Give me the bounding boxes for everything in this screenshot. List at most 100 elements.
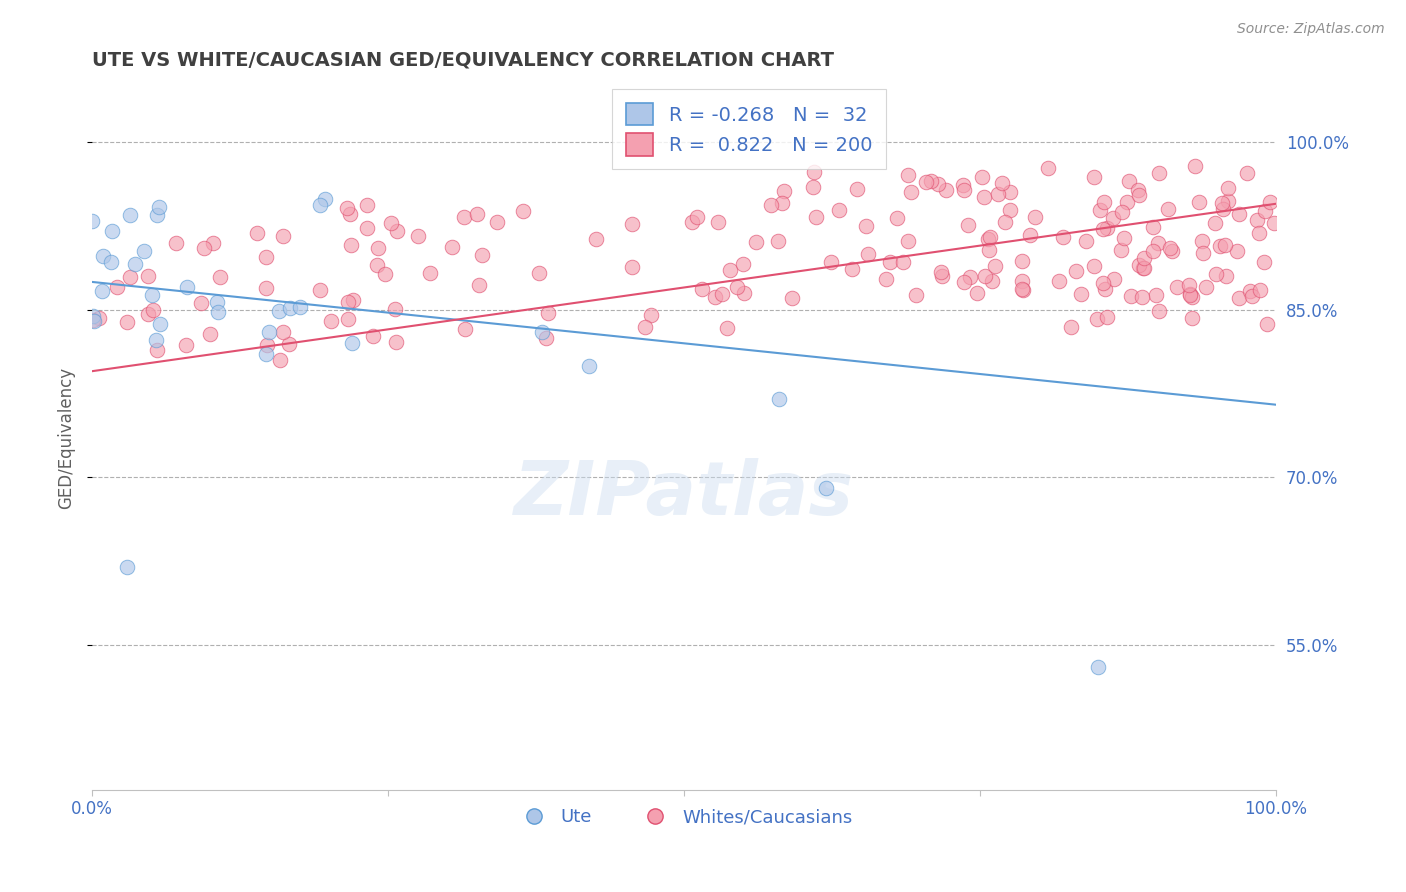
Y-axis label: GED/Equivalency: GED/Equivalency [58,368,75,509]
Point [1128,258,1150,272]
Point [117,559,139,574]
Point [953,276,976,290]
Point [1085,311,1108,326]
Point [342,293,364,307]
Point [585,232,607,246]
Point [706,214,728,228]
Point [927,177,949,191]
Point [828,202,851,217]
Point [1095,221,1118,235]
Point [454,322,477,336]
Point [931,268,953,283]
Point [981,274,1004,288]
Point [905,288,928,302]
Point [725,280,748,294]
Legend: Ute, Whites/Caucasians: Ute, Whites/Caucasians [508,801,859,834]
Point [1229,291,1251,305]
Point [246,226,269,240]
Point [1088,203,1111,218]
Point [731,257,754,271]
Point [578,359,600,373]
Point [1239,284,1261,298]
Point [176,338,198,352]
Point [356,198,378,212]
Point [1192,246,1215,260]
Point [367,241,389,255]
Point [1147,166,1170,180]
Point [1109,243,1132,257]
Point [288,301,311,315]
Point [1216,180,1239,194]
Point [1052,229,1074,244]
Point [406,228,429,243]
Point [1147,304,1170,318]
Point [915,175,938,189]
Point [690,282,713,296]
Point [1144,287,1167,301]
Point [1133,251,1156,265]
Point [356,221,378,235]
Point [1060,320,1083,334]
Point [115,315,138,329]
Point [82,310,104,324]
Point [101,224,124,238]
Point [337,312,360,326]
Point [1126,183,1149,197]
Point [879,255,901,269]
Point [309,198,332,212]
Point [770,195,793,210]
Point [149,317,172,331]
Point [107,280,129,294]
Point [1119,289,1142,303]
Point [1260,195,1282,210]
Point [380,216,402,230]
Point [465,207,488,221]
Point [1212,202,1234,217]
Point [1092,195,1115,210]
Point [384,334,406,349]
Point [207,305,229,319]
Point [773,185,796,199]
Point [256,347,278,361]
Point [686,210,709,224]
Point [259,325,281,339]
Point [1011,275,1033,289]
Point [534,331,557,345]
Point [733,285,755,300]
Point [1159,241,1181,255]
Point [361,328,384,343]
Point [118,208,141,222]
Point [136,307,159,321]
Point [82,312,104,326]
Point [278,337,301,351]
Point [1047,274,1070,288]
Point [485,215,508,229]
Point [529,266,551,280]
Point [979,230,1001,244]
Point [441,240,464,254]
Point [314,192,336,206]
Point [761,198,783,212]
Point [1095,310,1118,324]
Point [1253,254,1275,268]
Point [1263,216,1285,230]
Point [977,232,1000,246]
Point [254,281,277,295]
Point [1213,238,1236,252]
Point [1094,282,1116,296]
Point [198,327,221,342]
Point [984,260,1007,274]
Point [1215,269,1237,284]
Point [718,263,741,277]
Point [998,203,1021,218]
Point [537,305,560,319]
Point [634,320,657,334]
Point [920,174,942,188]
Point [1074,234,1097,248]
Point [815,482,838,496]
Point [190,296,212,310]
Text: ZIPatlas: ZIPatlas [515,458,853,531]
Point [337,295,360,310]
Point [91,249,114,263]
Point [987,186,1010,201]
